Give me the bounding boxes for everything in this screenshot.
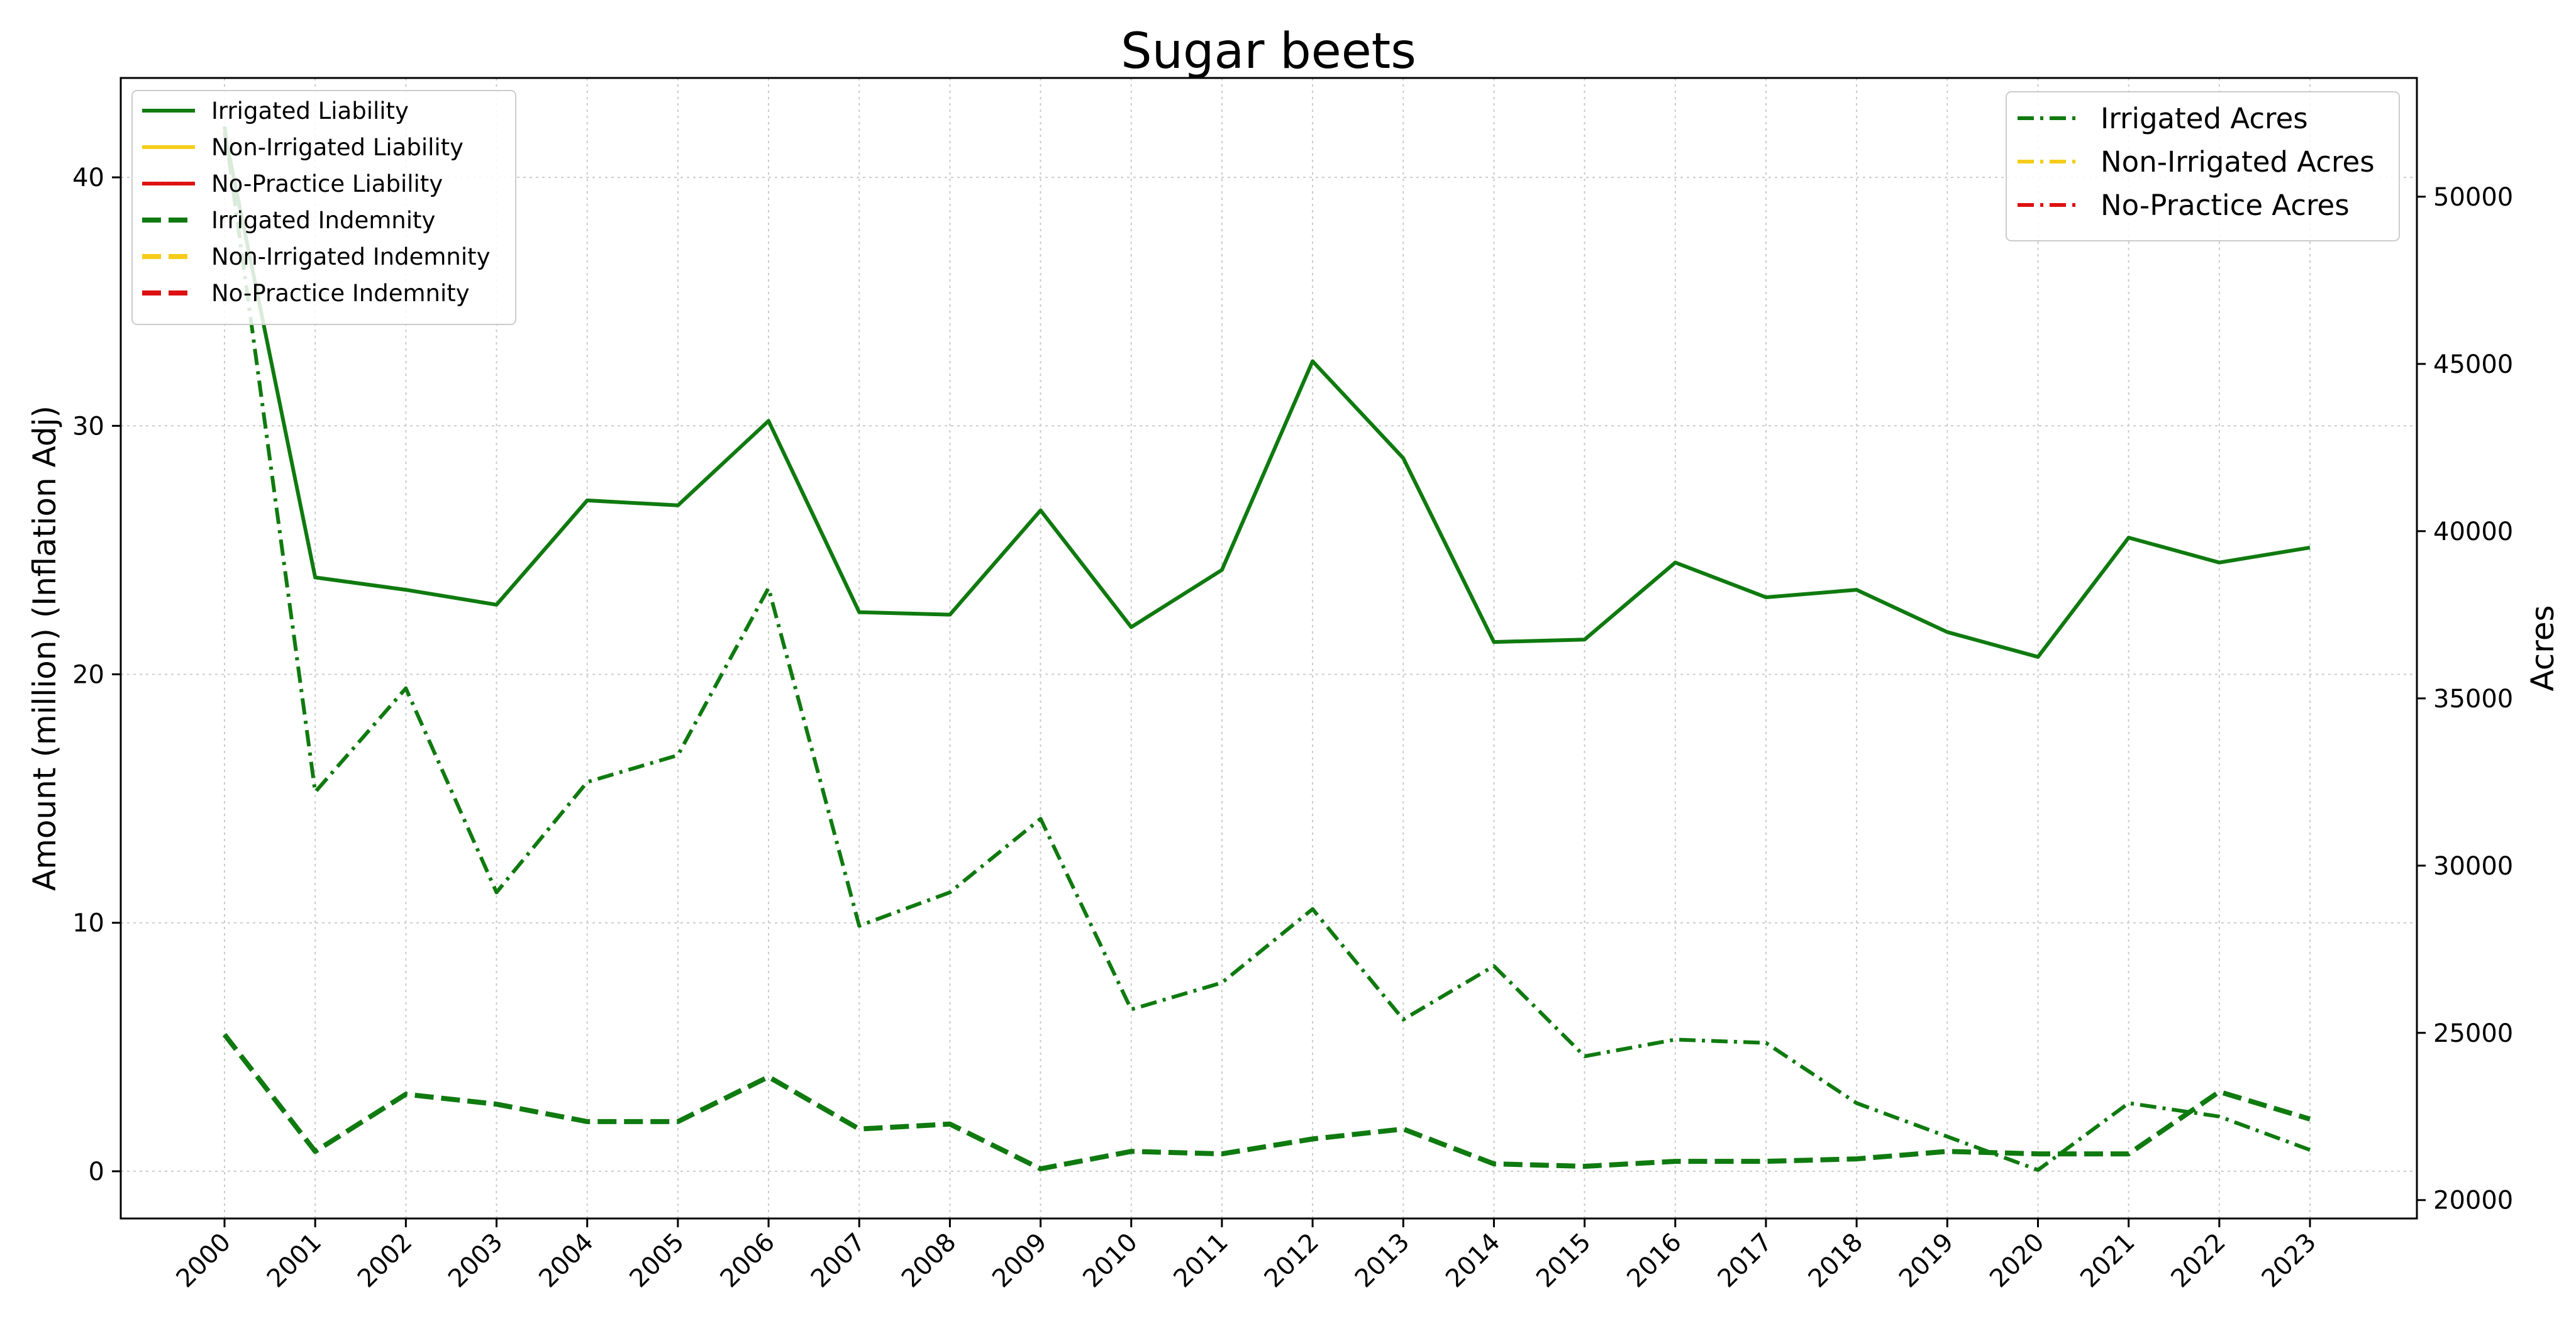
y-axis-right-label: Acres	[2524, 605, 2561, 691]
y-right-tick-label: 35000	[2433, 685, 2513, 714]
series-layer	[222, 126, 2311, 1172]
plot-frame	[119, 77, 2418, 1220]
y-left-tick-label: 40	[72, 163, 104, 192]
legend-right: Irrigated Acres Non-Irrigated Acres No-Pra…	[2006, 91, 2400, 241]
series-irrigated-acres	[223, 126, 2311, 1172]
legend-label-non-irrigated-liability: Non-Irrigated Liability	[211, 134, 464, 161]
legend-label-no-practice-liability: No-Practice Liability	[211, 170, 443, 197]
y-left-tick-label: 0	[89, 1157, 104, 1186]
chart-title: Sugar beets	[1121, 23, 1416, 80]
y-axis-left-label: Amount (million) (Inflation Adj)	[26, 406, 63, 891]
legend-label-irrigated-indemnity: Irrigated Indemnity	[211, 207, 435, 234]
y-right-tick-label: 45000	[2433, 350, 2513, 379]
series-irrigated-liability	[223, 132, 2311, 659]
y-axis-right: 20000 25000 30000 35000 40000 45000 50000	[2417, 183, 2513, 1215]
legend-label-non-irrigated-indemnity: Non-Irrigated Indemnity	[211, 243, 491, 270]
legend-left: Irrigated Liability Non-Irrigated Liabili…	[131, 90, 516, 325]
legend-right-box	[2006, 91, 2400, 241]
legend-left-box	[131, 90, 516, 325]
legend-label-no-practice-indemnity: No-Practice Indemnity	[211, 280, 470, 307]
legend-label-irrigated-acres: Irrigated Acres	[2101, 102, 2308, 135]
legend-label-no-practice-acres: No-Practice Acres	[2101, 189, 2350, 222]
y-left-tick-label: 20	[72, 660, 104, 689]
legend-label-irrigated-liability: Irrigated Liability	[211, 97, 409, 124]
y-right-tick-label: 20000	[2433, 1186, 2513, 1215]
y-left-tick-label: 30	[72, 412, 104, 441]
y-right-tick-label: 50000	[2433, 183, 2513, 212]
y-left-tick-label: 10	[72, 909, 104, 938]
y-right-tick-label: 25000	[2433, 1019, 2513, 1048]
series-irrigated-indemnity	[222, 1033, 2311, 1171]
y-right-tick-label: 40000	[2433, 517, 2513, 546]
legend-label-non-irrigated-acres: Non-Irrigated Acres	[2101, 145, 2375, 179]
y-right-tick-label: 30000	[2433, 852, 2513, 881]
y-axis-left: 0 10 20 30 40	[72, 163, 121, 1186]
